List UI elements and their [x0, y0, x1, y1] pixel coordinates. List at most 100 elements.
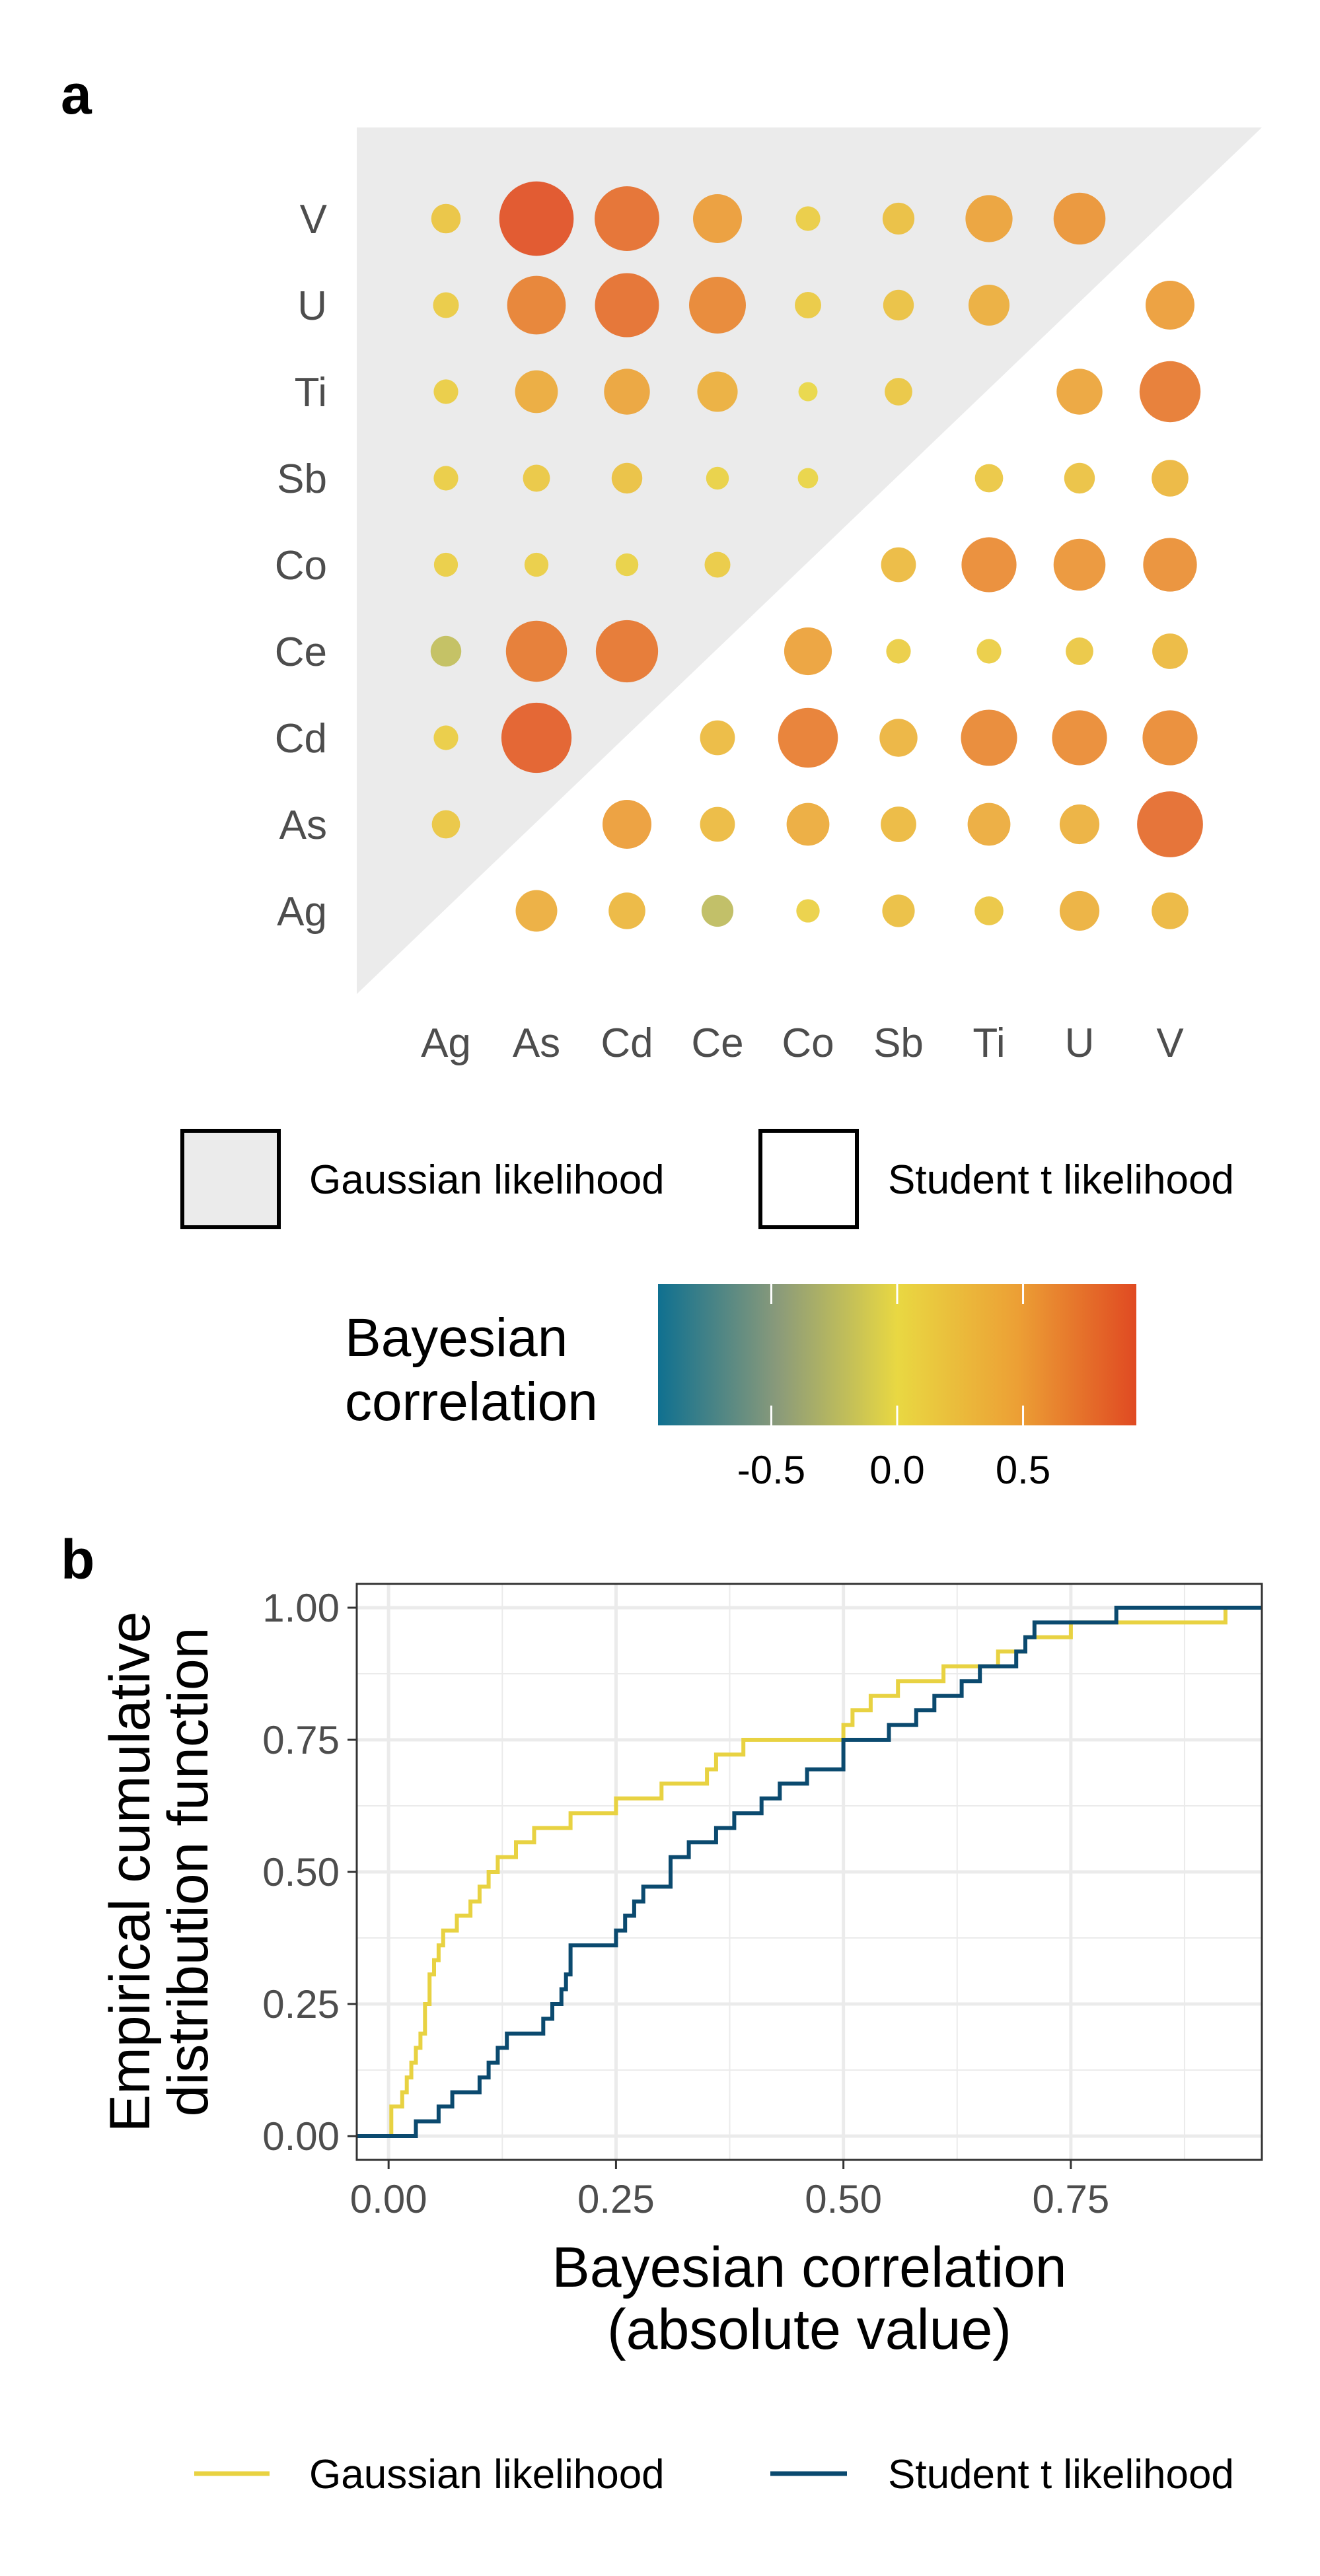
shape-legend: Gaussian likelihood Student t likelihood: [180, 1129, 1234, 1229]
legend-key-student: [758, 1129, 859, 1229]
correlation-dot-v-ti: [965, 195, 1013, 242]
correlation-dot-ti-sb: [885, 378, 912, 406]
colorbar-tick-label: 0.0: [869, 1448, 924, 1492]
y-tick-cd: Cd: [275, 716, 327, 762]
correlation-dot-as-sb: [881, 806, 916, 842]
panel-label-a: a: [61, 63, 92, 125]
ecdf-x-tick-label: 0.75: [1032, 2177, 1109, 2221]
correlation-dot-sb-ag: [433, 466, 458, 491]
correlation-dot-sb-v: [1152, 460, 1189, 497]
correlation-dot-sb-as: [523, 464, 550, 492]
correlation-dot-sb-co: [797, 468, 819, 489]
x-tick-v: V: [1156, 1020, 1184, 1066]
ecdf-x-tick-label: 0.00: [350, 2177, 427, 2221]
correlation-dot-u-v: [1146, 281, 1194, 330]
y-tick-u: U: [297, 283, 327, 329]
correlation-dot-u-co: [795, 292, 821, 318]
correlation-dot-ce-u: [1066, 637, 1093, 665]
correlation-dot-ce-as: [505, 620, 568, 682]
correlation-dot-co-u: [1053, 538, 1106, 591]
correlation-dot-v-as: [499, 181, 574, 256]
ecdf-y-title-line1: Empirical cumulative: [98, 1612, 162, 2133]
correlation-dot-ag-v: [1152, 892, 1189, 929]
correlation-dot-u-sb: [883, 289, 914, 321]
correlation-dot-ti-cd: [604, 369, 650, 415]
correlation-dot-ag-as: [515, 890, 558, 932]
ecdf-x-tick-label: 0.25: [577, 2177, 655, 2221]
correlation-dot-ag-cd: [608, 892, 645, 929]
correlation-dot-ce-co: [784, 627, 832, 676]
correlation-dot-cd-ce: [700, 720, 735, 756]
correlation-dot-v-sb: [882, 202, 915, 235]
correlation-dot-co-cd: [615, 553, 639, 577]
x-tick-sb: Sb: [873, 1020, 924, 1066]
correlation-dot-as-u: [1059, 804, 1100, 845]
ecdf-y-ticks: 0.00 0.25 0.50 0.75 1.00: [262, 1586, 357, 2159]
x-tick-as: As: [513, 1020, 560, 1066]
colorbar-title-line1: Bayesian: [345, 1308, 568, 1368]
x-tick-ti: Ti: [972, 1020, 1005, 1066]
correlation-dot-sb-ti: [974, 464, 1004, 493]
correlation-dot-ti-ag: [433, 379, 458, 404]
correlation-dot-cd-as: [501, 702, 572, 773]
correlation-dot-ti-co: [798, 382, 818, 402]
x-tick-cd: Cd: [601, 1020, 653, 1066]
x-tick-u: U: [1065, 1020, 1095, 1066]
correlation-dot-as-ti: [967, 803, 1011, 846]
correlation-dot-u-as: [507, 275, 566, 335]
correlation-dot-sb-u: [1064, 462, 1095, 494]
correlation-dot-as-ag: [431, 810, 460, 839]
gaussian-triangle-background: [357, 127, 1262, 994]
y-tick-ti: Ti: [295, 370, 327, 415]
correlation-dot-ce-ag: [430, 635, 462, 667]
ecdf-y-tick-label: 0.00: [262, 2114, 340, 2159]
x-tick-co: Co: [782, 1020, 834, 1066]
correlation-dot-cd-ag: [433, 725, 458, 750]
correlation-dot-co-sb: [881, 547, 916, 583]
legend-key-gaussian: [180, 1129, 281, 1229]
correlation-dot-ce-v: [1152, 633, 1188, 669]
correlation-dot-ce-cd: [595, 620, 659, 683]
colorbar-title-line2: correlation: [345, 1372, 598, 1432]
correlation-dot-v-ce: [693, 194, 742, 243]
legend-line-label-student: Student t likelihood: [888, 2452, 1234, 2497]
correlation-dot-ag-sb: [882, 894, 915, 927]
ecdf-y-tick-label: 0.75: [262, 1718, 340, 1762]
ecdf-plot: 0.00 0.25 0.50 0.75 0.00 0.25 0.50 0.75 1.00 Ba…: [98, 1583, 1263, 2361]
ecdf-y-tick-label: 0.50: [262, 1850, 340, 1894]
y-tick-sb: Sb: [277, 456, 327, 502]
legend-line-label-gaussian: Gaussian likelihood: [309, 2452, 665, 2497]
correlation-dot-ag-ce: [701, 894, 734, 927]
correlation-dot-v-co: [795, 206, 821, 231]
y-tick-ag: Ag: [277, 889, 327, 935]
correlation-dot-as-v: [1137, 791, 1203, 857]
ecdf-grid: [357, 1584, 1262, 2160]
legend-label-gaussian: Gaussian likelihood: [309, 1157, 665, 1203]
ecdf-line-student: [357, 1606, 1262, 2138]
correlation-dot-ag-ti: [974, 896, 1004, 925]
line-legend: Gaussian likelihood Student t likelihood: [194, 2452, 1234, 2497]
correlation-dot-sb-cd: [611, 462, 643, 494]
correlation-dot-cd-sb: [879, 719, 918, 757]
correlation-dot-co-ce: [704, 552, 731, 578]
correlation-dot-v-cd: [595, 186, 659, 251]
correlation-dot-ce-sb: [886, 639, 911, 664]
correlation-dot-co-v: [1143, 538, 1197, 592]
correlation-dots: [430, 181, 1203, 932]
correlation-dot-co-as: [524, 552, 549, 577]
correlation-dot-ti-as: [515, 370, 558, 413]
correlation-dot-cd-ti: [961, 709, 1017, 766]
y-tick-labels: Ag As Cd Ce Co Sb Ti UV: [275, 197, 328, 935]
colorbar-tick-label: -0.5: [737, 1448, 805, 1492]
correlation-dot-cd-v: [1142, 710, 1198, 766]
y-tick-v: V: [300, 197, 328, 242]
correlation-dot-v-ag: [431, 203, 461, 234]
correlation-dot-u-ce: [689, 277, 746, 334]
correlation-dot-ti-v: [1139, 361, 1201, 423]
x-tick-labels: Ag As Cd Ce Co Sb Ti U V: [421, 1020, 1184, 1066]
ecdf-x-title-line2: (absolute value): [607, 2298, 1011, 2361]
correlation-dot-cd-co: [778, 707, 838, 768]
colorbar-ticks: -0.5 0.0 0.5: [737, 1284, 1050, 1492]
